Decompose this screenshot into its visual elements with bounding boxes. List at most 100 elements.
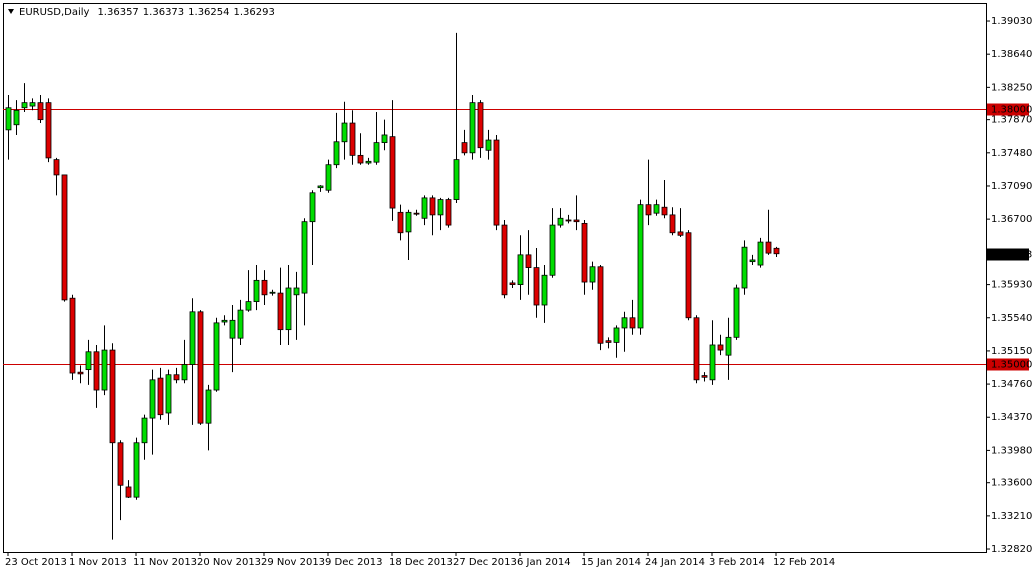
candle-body — [461, 142, 468, 154]
candle-body — [757, 241, 764, 266]
candle-body — [685, 232, 692, 319]
candle-body — [237, 309, 244, 339]
y-tick-label: 1.39030 — [991, 16, 1032, 27]
candle-body — [125, 486, 132, 498]
candle-body — [629, 317, 636, 329]
candle-body — [309, 192, 316, 223]
candle-body — [725, 336, 732, 356]
x-tick-label: 18 Dec 2013 — [389, 557, 453, 568]
x-tick-label: 29 Nov 2013 — [261, 557, 325, 568]
candle-body — [581, 222, 588, 283]
candle-body — [13, 109, 20, 126]
price-label-box — [987, 103, 1029, 116]
candle-body — [37, 102, 44, 121]
x-tick-label: 11 Nov 2013 — [133, 557, 197, 568]
menu-arrow — [8, 9, 14, 14]
candle-body — [613, 327, 620, 343]
candle-body — [389, 136, 396, 209]
candle-body — [445, 199, 452, 226]
chart-title: EURUSD,Daily — [19, 7, 90, 18]
candle-body — [501, 224, 508, 296]
candle-body — [573, 219, 580, 223]
header-value: 1.36254 — [188, 7, 229, 18]
candle-body — [341, 122, 348, 143]
candle-body — [325, 164, 332, 191]
candle-body — [381, 134, 388, 144]
candle-body — [677, 231, 684, 236]
candle-body — [693, 317, 700, 381]
candle-body — [469, 102, 476, 154]
candle-body — [69, 297, 76, 374]
candle-body — [213, 322, 220, 391]
candle-body — [333, 141, 340, 166]
candle-body — [709, 344, 716, 381]
y-tick-label: 1.38250 — [991, 82, 1032, 93]
candle-body — [485, 139, 492, 151]
candle-body — [149, 379, 156, 419]
x-tick-label: 12 Feb 2014 — [773, 557, 835, 568]
candle-body — [749, 259, 756, 263]
candle-body — [373, 142, 380, 163]
candle-body — [285, 287, 292, 331]
candle-body — [517, 254, 524, 285]
candle-body — [141, 417, 148, 444]
candle-body — [413, 212, 420, 215]
candle-body — [117, 442, 124, 486]
candle-body — [221, 319, 228, 323]
y-tick-label: 1.36700 — [991, 214, 1032, 225]
candle-body — [765, 241, 772, 254]
candle-body — [293, 287, 300, 296]
candle-body — [437, 199, 444, 216]
candle-body — [85, 351, 92, 371]
y-tick-label: 1.32820 — [991, 544, 1032, 555]
candle-body — [205, 389, 212, 424]
candle-body — [61, 174, 68, 301]
candle-body — [365, 160, 372, 164]
candle-body — [21, 102, 28, 109]
candle-body — [245, 301, 252, 311]
candle-body — [165, 374, 172, 414]
x-tick-label: 24 Jan 2014 — [645, 557, 705, 568]
y-tick-label: 1.35930 — [991, 280, 1032, 291]
candle-body — [45, 102, 52, 159]
x-tick-label: 1 Nov 2013 — [69, 557, 127, 568]
y-tick-label: 1.34760 — [991, 379, 1032, 390]
candle-body — [53, 159, 60, 176]
candle-body — [773, 247, 780, 255]
candle-body — [93, 351, 100, 391]
candle-body — [405, 211, 412, 233]
current-price-box — [987, 248, 1029, 261]
candle-body — [525, 254, 532, 268]
x-tick-label: 15 Jan 2014 — [581, 557, 641, 568]
candle-body — [661, 206, 668, 216]
y-tick-label: 1.33980 — [991, 445, 1032, 456]
y-tick-label: 1.35540 — [991, 313, 1032, 324]
candle-body — [741, 246, 748, 289]
candle-body — [109, 349, 116, 444]
y-tick-label: 1.37090 — [991, 181, 1032, 192]
candle-body — [493, 139, 500, 226]
candle-body — [637, 204, 644, 329]
candle-body — [277, 292, 284, 331]
y-tick-label: 1.38640 — [991, 49, 1032, 60]
candle-body — [733, 287, 740, 338]
price-label-box — [987, 358, 1029, 371]
candle-body — [157, 377, 164, 416]
y-tick-label: 1.34370 — [991, 412, 1032, 423]
x-tick-label: 20 Nov 2013 — [197, 557, 261, 568]
candle-body — [549, 224, 556, 276]
price-label: 1.35000 — [991, 360, 1032, 371]
price-label: 1.38000 — [991, 105, 1032, 116]
candle-body — [349, 122, 356, 156]
candle-body — [189, 311, 196, 365]
candle-body — [597, 266, 604, 344]
x-tick-label: 3 Feb 2014 — [709, 557, 765, 568]
candle-body — [229, 319, 236, 339]
y-tick-label: 1.37870 — [991, 115, 1032, 126]
x-tick-label: 9 Dec 2013 — [325, 557, 383, 568]
candle-body — [645, 204, 652, 216]
candle-body — [621, 317, 628, 329]
candle-body — [133, 442, 140, 498]
candle-body — [101, 349, 108, 391]
